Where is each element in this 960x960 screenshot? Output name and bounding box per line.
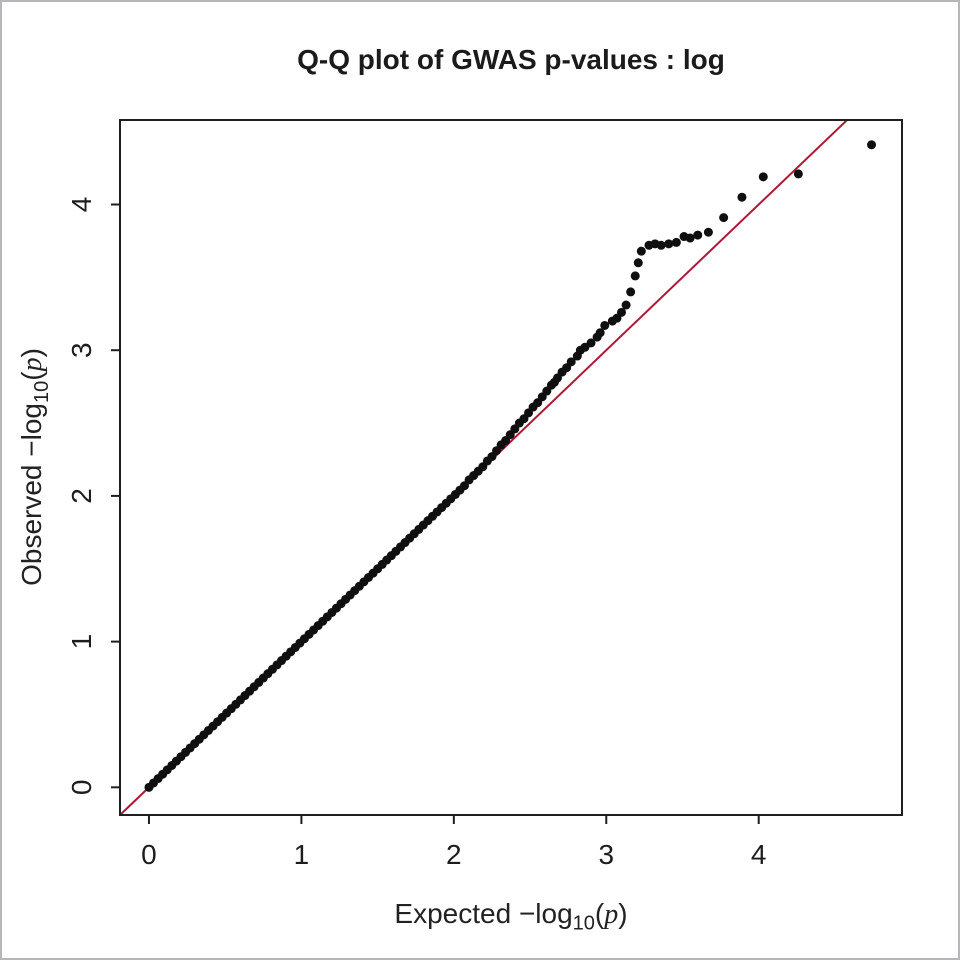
x-axis-label-prefix: Expected	[394, 898, 519, 929]
data-point	[656, 240, 666, 250]
data-point	[633, 258, 643, 268]
x-tick-label: 4	[751, 839, 767, 870]
data-point	[693, 230, 703, 240]
data-point	[703, 227, 713, 237]
data-point	[793, 169, 803, 179]
data-point	[626, 287, 636, 297]
x-axis-label-paren-open: (	[594, 898, 605, 929]
data-point	[617, 307, 627, 317]
data-point	[586, 338, 596, 348]
x-axis-label-subscript: 10	[572, 912, 595, 935]
y-axis-label-subscript: 10	[30, 380, 53, 404]
data-point	[600, 320, 610, 330]
data-point	[685, 233, 695, 243]
x-tick-label: 0	[141, 839, 157, 870]
data-point	[595, 328, 605, 338]
y-axis-label-paren-open: (	[16, 371, 48, 381]
data-point	[758, 172, 768, 182]
data-point	[867, 140, 877, 150]
y-axis-label-variable: p	[17, 357, 49, 372]
x-axis-label-paren-close: )	[618, 898, 628, 929]
x-axis-label-minuslog: −log	[518, 898, 573, 929]
x-tick-label: 1	[294, 839, 310, 870]
y-tick-label: 3	[66, 342, 97, 358]
y-tick-label: 0	[66, 780, 97, 796]
y-axis-label: Observed −log10(p)	[16, 348, 54, 586]
data-point	[671, 237, 681, 247]
data-point	[636, 246, 646, 256]
chart-title: Q-Q plot of GWAS p-values : log	[297, 44, 725, 75]
data-point	[719, 213, 729, 223]
y-axis-label-minuslog: −log	[16, 403, 48, 457]
y-tick-label: 1	[66, 634, 97, 650]
y-axis-label-paren-close: )	[16, 348, 48, 358]
data-point	[737, 192, 747, 202]
x-tick-label: 2	[446, 839, 462, 870]
y-tick-label: 2	[66, 488, 97, 504]
x-axis-label: Expected −log10(p)	[120, 898, 902, 936]
x-axis-label-variable: p	[604, 899, 619, 930]
data-point	[621, 300, 631, 310]
y-axis-label-prefix: Observed	[16, 456, 48, 586]
data-point	[630, 271, 640, 281]
data-point	[566, 357, 576, 367]
y-tick-label: 4	[66, 197, 97, 213]
data-point	[664, 239, 674, 249]
plot-box	[119, 119, 903, 816]
x-tick-label: 3	[598, 839, 614, 870]
